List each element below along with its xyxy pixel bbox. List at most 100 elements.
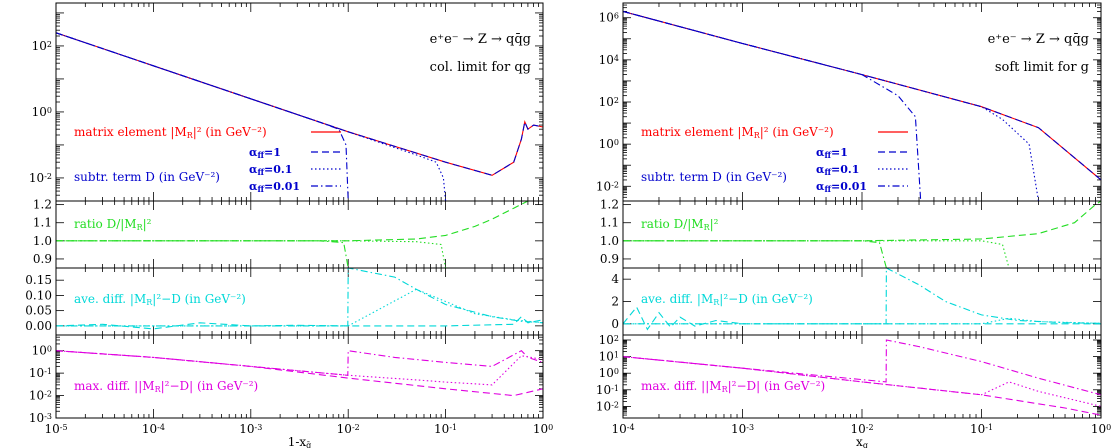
y-tick-label-part: 10 (32, 39, 47, 53)
maxdiff-label-part: R (155, 385, 162, 394)
x-tick-label: 10-1 (970, 422, 993, 436)
series-line (623, 201, 1101, 242)
legend-alpha-label: αff=1 (249, 146, 281, 160)
y-tick-label-part: 1 (614, 350, 619, 359)
ratio-label-part: R (137, 223, 144, 232)
legend-alpha-label: αff=0.01 (816, 180, 867, 194)
y-tick-label: 10-1 (596, 383, 619, 397)
x-tick-label-part: -1 (985, 423, 993, 432)
maxdiff-label-part: max. diff. ||M (641, 379, 722, 393)
avediff-label-part: |²−D (in GeV⁻²) (719, 292, 813, 306)
y-tick-label-part: -1 (44, 367, 52, 376)
x-tick-label-part: -5 (60, 423, 68, 432)
y-tick-label: 1.2 (33, 198, 52, 212)
y-tick-label-part: 10 (599, 53, 614, 67)
ratio-label: ratio D/|MR|² (641, 217, 719, 232)
x-tick-label: 10-2 (337, 422, 360, 436)
left-avediff-panel: 0.000.05 0.100.15 ave. diff. |MR|²−D (in G… (25, 267, 544, 336)
y-tick-label-part: 10 (29, 389, 44, 403)
y-tick-label: 0.05 (25, 304, 52, 318)
panel-frame (622, 334, 1102, 419)
avediff-label-part: R (713, 298, 720, 307)
panel-frame (622, 200, 1102, 269)
y-tick-label: 10-2 (596, 179, 619, 193)
x-axis-label-part: g (863, 441, 868, 448)
y-tick-label-part: -2 (611, 400, 619, 409)
series-line (623, 240, 1010, 268)
x-tick-label-part: 10 (611, 422, 626, 436)
x-tick-label-part: -2 (352, 423, 360, 432)
y-tick-label-part: 10 (599, 95, 614, 109)
series-line (623, 317, 1101, 325)
legend-matrix-element-part: |² (in GeV⁻²) (193, 125, 267, 139)
panel-frame (55, 200, 544, 269)
series-line (56, 240, 349, 268)
y-tick-label-part: 10 (599, 11, 614, 25)
maxdiff-label-part: |²−D| (in GeV⁻²) (728, 379, 826, 393)
x-axis-label-part: q̄ (306, 441, 311, 448)
y-tick-label-part: 10 (599, 137, 614, 151)
x-tick-label-part: -2 (866, 423, 874, 432)
x-tick-label: 100 (1091, 422, 1111, 436)
x-tick-label: 10-5 (44, 422, 67, 436)
series-line (56, 350, 543, 376)
legend-subtr-term: subtr. term D (in GeV⁻²) (74, 170, 220, 184)
x-axis-label: 1-xq̄ (288, 435, 312, 448)
series-line (56, 32, 543, 176)
legend-matrix-element-part: matrix element |M (74, 125, 187, 139)
process-label: e⁺e⁻ → Z → qq̄g (430, 32, 531, 47)
panel-frame (55, 334, 544, 419)
y-tick-label: 0.9 (600, 252, 619, 266)
maxdiff-label-part: |²−D| (in GeV⁻²) (161, 379, 259, 393)
y-tick-label-part: 10 (596, 179, 611, 193)
y-tick-label: 10-2 (29, 171, 52, 185)
y-tick-label: 0.00 (25, 319, 52, 333)
y-tick-label: 1.0 (33, 234, 52, 248)
x-tick-label: 10-4 (142, 422, 165, 436)
y-tick-label-part: 4 (614, 54, 619, 63)
y-tick-label: 10-2 (29, 389, 52, 403)
series-group (623, 201, 1101, 268)
y-tick-label-part: 10 (29, 171, 44, 185)
legend-subtr-term: subtr. term D (in GeV⁻²) (641, 170, 787, 184)
series-line (56, 350, 543, 386)
x-tick-label-part: -3 (746, 423, 754, 432)
series-line (56, 32, 349, 201)
x-tick-label: 10-2 (850, 422, 873, 436)
x-axis-label-part: x (856, 435, 863, 448)
series-line (623, 10, 922, 201)
y-tick-label-part: -3 (44, 412, 52, 421)
series-line (623, 339, 1101, 396)
legend-matrix-element: matrix element |MR|² (in GeV⁻²) (641, 125, 834, 140)
legend-alpha-label-part: =1 (264, 146, 281, 159)
y-tick-label: 106 (599, 11, 619, 25)
y-tick-label-part: 10 (599, 350, 614, 364)
x-tick-label-part: -1 (449, 423, 457, 432)
y-tick-label: 1.2 (600, 198, 619, 212)
y-tick-label: 100 (32, 105, 52, 119)
y-tick-label: 101 (599, 350, 619, 364)
right-avediff-panel: 0 2 4 ave. diff. |MR|²−D (in GeV⁻²) (611, 267, 1102, 336)
y-tick-label-part: 0 (47, 344, 52, 353)
x-tick-label-part: 0 (548, 423, 553, 432)
y-tick-label-part: -1 (611, 384, 619, 393)
series-group (623, 339, 1101, 416)
x-tick-label-part: 10 (970, 422, 985, 436)
y-tick-label: 0.10 (25, 288, 52, 302)
y-tick-label-part: -2 (611, 180, 619, 189)
series-line (56, 240, 447, 268)
x-tick-label-part: 10 (239, 422, 254, 436)
x-tick-label: 10-1 (434, 422, 457, 436)
y-tick-label-part: -2 (44, 172, 52, 181)
legend-alpha-label-part: α (816, 146, 825, 159)
y-tick-label: 102 (32, 39, 52, 53)
x-tick-label-part: 0 (1106, 423, 1111, 432)
legend-alpha-label-part: ff (257, 150, 264, 160)
legend-alpha-label-part: =0.01 (264, 180, 300, 193)
y-tick-label: 100 (599, 366, 619, 380)
series-group (56, 350, 543, 397)
ratio-label-part: ratio D/|M (641, 217, 704, 231)
